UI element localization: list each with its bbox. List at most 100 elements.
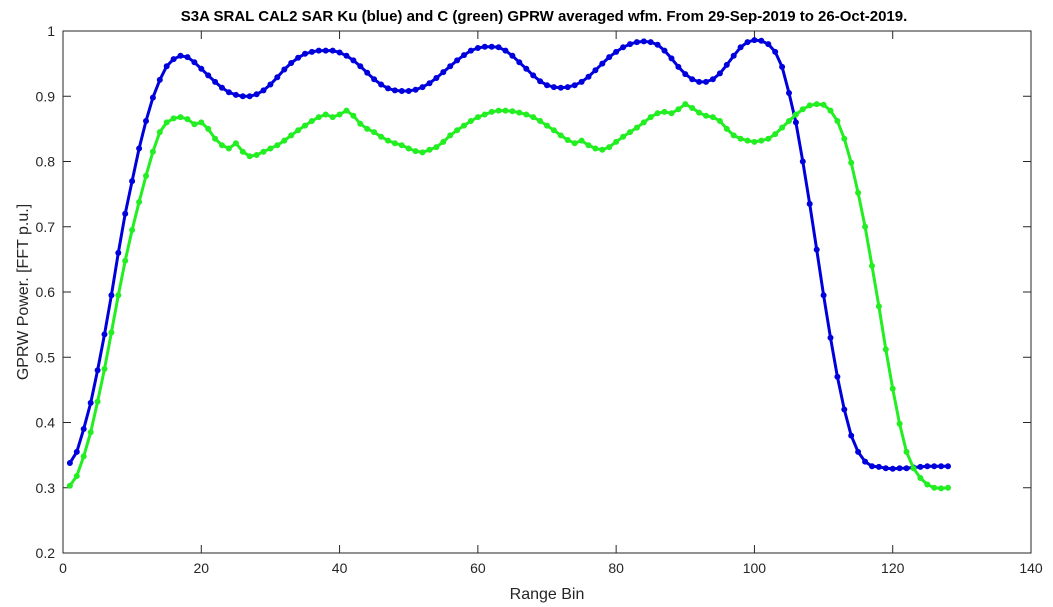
data-point xyxy=(786,90,793,97)
data-point xyxy=(447,63,454,70)
data-point xyxy=(592,145,599,152)
data-point xyxy=(523,111,530,118)
data-point xyxy=(709,76,716,83)
data-point xyxy=(260,87,267,94)
y-tick-label: 0.4 xyxy=(36,415,56,431)
data-point xyxy=(696,109,703,116)
data-point xyxy=(267,81,274,88)
data-point xyxy=(682,101,689,108)
data-point xyxy=(668,55,675,62)
data-point xyxy=(274,74,281,81)
data-point xyxy=(799,158,806,165)
data-point xyxy=(792,119,799,126)
data-point xyxy=(820,292,827,299)
chart-title: S3A SRAL CAL2 SAR Ku (blue) and C (green… xyxy=(181,8,908,25)
data-point xyxy=(419,149,426,156)
data-point xyxy=(592,67,599,74)
data-point xyxy=(191,121,198,128)
data-point xyxy=(703,112,710,119)
series-line-1 xyxy=(68,102,949,490)
y-tick-label: 0.2 xyxy=(36,545,56,561)
data-point xyxy=(703,78,710,85)
data-point xyxy=(855,448,862,455)
data-point xyxy=(481,43,488,50)
data-point xyxy=(205,125,212,132)
data-point xyxy=(523,65,530,72)
data-point xyxy=(308,48,315,55)
data-point xyxy=(495,44,502,51)
data-point xyxy=(198,65,205,72)
data-point xyxy=(709,114,716,121)
data-point xyxy=(336,111,343,118)
data-point xyxy=(855,189,862,196)
data-point xyxy=(516,59,523,66)
data-point xyxy=(599,146,606,153)
x-axis: 0 20 40 60 80 100 120 140 xyxy=(59,31,1043,576)
series-markers-0 xyxy=(66,37,952,472)
data-point xyxy=(544,82,551,89)
data-point xyxy=(689,76,696,83)
data-point xyxy=(647,39,654,46)
y-tick-label: 0.9 xyxy=(36,88,56,104)
data-point xyxy=(661,108,668,115)
data-point xyxy=(765,41,772,48)
data-point xyxy=(149,148,156,155)
data-point xyxy=(654,110,661,117)
data-point xyxy=(218,142,225,149)
data-point xyxy=(467,118,474,125)
data-point xyxy=(903,448,910,455)
data-point xyxy=(938,485,945,492)
data-point xyxy=(578,78,585,85)
data-point xyxy=(813,101,820,108)
x-tick-label: 100 xyxy=(743,560,767,576)
data-point xyxy=(737,135,744,142)
data-point xyxy=(557,132,564,139)
data-point xyxy=(627,41,634,48)
data-point xyxy=(474,114,481,121)
data-point xyxy=(301,122,308,129)
data-point xyxy=(682,71,689,78)
data-point xyxy=(191,59,198,66)
data-point xyxy=(869,262,876,269)
data-point xyxy=(315,114,322,121)
data-point xyxy=(163,119,170,126)
data-point xyxy=(668,110,675,117)
data-point xyxy=(571,82,578,89)
data-point xyxy=(834,373,841,380)
data-point xyxy=(87,429,94,436)
data-point xyxy=(620,133,627,140)
data-point xyxy=(129,226,136,233)
data-point xyxy=(391,140,398,147)
data-point xyxy=(364,69,371,76)
data-point xyxy=(516,109,523,116)
data-point xyxy=(198,119,205,126)
data-point xyxy=(108,329,115,336)
data-point xyxy=(557,84,564,91)
data-point xyxy=(177,52,184,59)
data-point xyxy=(170,56,177,63)
data-point xyxy=(633,124,640,131)
data-point xyxy=(806,102,813,109)
data-point xyxy=(834,118,841,125)
data-point xyxy=(398,142,405,149)
x-tick-label: 80 xyxy=(608,560,624,576)
data-point xyxy=(564,136,571,143)
data-point xyxy=(80,453,87,460)
data-point xyxy=(336,49,343,56)
data-point xyxy=(488,108,495,115)
data-point xyxy=(212,78,219,85)
data-point xyxy=(350,57,357,64)
data-point xyxy=(640,119,647,126)
data-point xyxy=(156,129,163,136)
data-point xyxy=(924,481,931,488)
data-point xyxy=(571,140,578,147)
data-point xyxy=(723,61,730,68)
data-point xyxy=(371,129,378,136)
data-point xyxy=(537,78,544,85)
data-point xyxy=(440,69,447,76)
data-point xyxy=(578,137,585,144)
data-point xyxy=(848,432,855,439)
data-point xyxy=(882,346,889,353)
data-point xyxy=(875,303,882,310)
data-point xyxy=(184,116,191,123)
